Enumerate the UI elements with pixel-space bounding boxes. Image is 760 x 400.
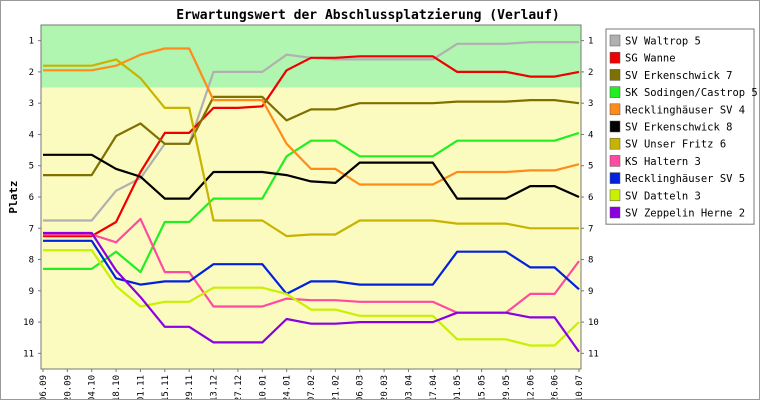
series-line-2: [43, 55, 580, 238]
x-tick-label: 01.05: [453, 375, 463, 399]
y-ticks-left: 1 2 3 4 5 6 7 8 9 10 11: [23, 37, 41, 359]
y-tick-right: 9: [588, 287, 593, 297]
x-tick-label: 20.03: [380, 375, 390, 399]
legend-swatch: [609, 86, 621, 98]
zone-bands: [41, 25, 581, 369]
chart-title: Erwartungswert der Abschlussplatzierung …: [176, 8, 560, 23]
y-tick-left: 1: [29, 37, 34, 47]
x-tick-label: 10.01: [258, 375, 268, 399]
legend-swatch: [609, 34, 621, 47]
series-line-3: [43, 95, 580, 177]
legend-swatch: [609, 155, 621, 167]
legend-label: SV Waltrop 5: [625, 36, 701, 48]
legend: SV Waltrop 5 SG Wanne SV Erkenschwick 7 SK …: [605, 28, 758, 225]
x-tick-label: 13.12: [210, 375, 220, 399]
y-tick-right: 6: [588, 193, 593, 203]
y-tick-right: 1: [588, 37, 593, 47]
legend-label: KS Haltern 3: [625, 156, 701, 168]
y-tick-right: 3: [588, 99, 593, 109]
y-tick-left: 11: [23, 349, 34, 359]
legend-label: SV Zeppelin Herne 2: [625, 208, 745, 220]
series-line-5: [43, 47, 580, 186]
zone-band-2: [41, 87, 581, 369]
y-tick-left: 2: [29, 68, 34, 78]
legend-swatch: [609, 120, 621, 133]
x-tick-label: 29.05: [502, 375, 512, 399]
y-tick-left: 8: [29, 256, 34, 266]
x-tick-label: 24.01: [283, 375, 293, 399]
legend-label: SK Sodingen/Castrop 5: [625, 87, 758, 99]
x-tick-label: 21.02: [331, 375, 341, 399]
y-tick-right: 7: [588, 224, 593, 234]
y-tick-right: 11: [588, 349, 599, 359]
legend-swatch: [609, 51, 621, 64]
x-tick-label: 20.09: [63, 375, 73, 399]
x-tick-label: 06.09: [39, 375, 49, 399]
x-tick-label: 10.07: [575, 375, 585, 399]
series-line-11: [43, 231, 580, 353]
y-axis-label: Platz: [7, 180, 20, 213]
legend-label: Recklinghäuser SV 4: [625, 104, 745, 116]
series-line-9: [43, 239, 580, 295]
y-tick-left: 6: [29, 193, 34, 203]
legend-box: [605, 28, 755, 225]
legend-swatch: [609, 189, 621, 202]
y-tick-left: 10: [23, 318, 34, 328]
legend-label: SV Erkenschwick 8: [625, 122, 732, 134]
legend-swatch: [609, 137, 621, 150]
x-tick-label: 18.10: [112, 375, 122, 399]
y-tick-right: 10: [588, 318, 599, 328]
x-tick-label: 12.06: [526, 375, 536, 399]
y-tick-left: 4: [29, 130, 34, 140]
legend-label: SV Unser Fritz 6: [625, 139, 726, 151]
x-tick-label: 29.11: [185, 375, 195, 399]
y-tick-left: 3: [29, 99, 34, 109]
y-ticks-right: 1 2 3 4 5 6 7 8 9 10 11: [581, 37, 599, 359]
y-tick-right: 4: [588, 130, 593, 140]
series-line-10: [43, 249, 580, 347]
x-tick-label: 26.06: [551, 375, 561, 399]
zone-band-1: [41, 25, 581, 88]
series-line-4: [43, 131, 580, 274]
y-tick-right: 2: [588, 68, 593, 78]
x-tick-label: 03.04: [404, 375, 414, 399]
legend-label: SV Erkenschwick 7: [625, 70, 732, 82]
x-tick-label: 04.10: [88, 375, 98, 399]
x-ticks: 06.09 20.09 04.10 18.10 01.11 15.11 29.11 13.12…: [39, 369, 585, 399]
legend-label: Recklinghäuser SV 5: [625, 173, 745, 185]
series-line-6: [43, 153, 580, 200]
legend-swatch: [609, 69, 621, 81]
legend-swatch: [609, 206, 621, 219]
y-tick-left: 7: [29, 224, 34, 234]
legend-swatch: [609, 103, 621, 116]
x-tick-label: 27.12: [234, 375, 244, 399]
y-tick-left: 9: [29, 287, 34, 297]
y-tick-right: 8: [588, 256, 593, 266]
legend-swatch: [609, 172, 621, 184]
x-tick-label: 07.02: [307, 375, 317, 399]
series-lines: [43, 41, 580, 353]
x-tick-label: 06.03: [356, 375, 366, 399]
x-tick-label: 15.05: [478, 375, 488, 399]
x-tick-label: 01.11: [136, 375, 146, 399]
legend-label: SG Wanne: [625, 53, 676, 65]
y-tick-left: 5: [29, 162, 34, 172]
y-tick-right: 5: [588, 162, 593, 172]
series-line-7: [43, 58, 579, 238]
x-tick-label: 17.04: [429, 375, 439, 399]
legend-label: SV Datteln 3: [625, 190, 701, 202]
x-tick-label: 15.11: [161, 375, 171, 399]
